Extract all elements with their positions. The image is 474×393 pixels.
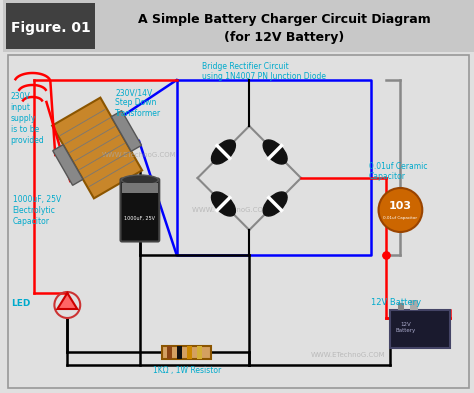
Bar — [197, 346, 201, 359]
Text: Figure. 01: Figure. 01 — [10, 21, 90, 35]
FancyBboxPatch shape — [6, 3, 95, 49]
Text: 1KΩ , 1W Resistor: 1KΩ , 1W Resistor — [153, 366, 221, 375]
Text: 103: 103 — [389, 201, 412, 211]
Text: 0.01uf Capacitor: 0.01uf Capacitor — [383, 216, 418, 220]
Ellipse shape — [263, 140, 287, 164]
FancyBboxPatch shape — [162, 346, 211, 359]
Text: 230V/14V
Step Down
Transformer: 230V/14V Step Down Transformer — [115, 88, 161, 118]
Polygon shape — [52, 97, 142, 198]
Polygon shape — [57, 293, 77, 309]
Text: 230V
input
supply
is to be
provided: 230V input supply is to be provided — [10, 92, 45, 145]
Ellipse shape — [121, 175, 158, 185]
Bar — [187, 346, 191, 359]
Text: Bridge Rectifier Circuit
using 1N4007 PN Junction Diode: Bridge Rectifier Circuit using 1N4007 PN… — [201, 62, 326, 81]
Text: WWW.ETechnoG.COM: WWW.ETechnoG.COM — [102, 152, 177, 158]
Text: 1000uF, 25V
Electrolytic
Capacitor: 1000uF, 25V Electrolytic Capacitor — [13, 195, 61, 226]
Bar — [167, 346, 172, 359]
Text: 12V
Battery: 12V Battery — [395, 322, 416, 333]
Text: LED: LED — [10, 299, 30, 307]
FancyBboxPatch shape — [120, 178, 159, 242]
FancyBboxPatch shape — [391, 310, 450, 348]
Bar — [410, 300, 419, 310]
Text: WWW.ETechnoG.COM: WWW.ETechnoG.COM — [311, 352, 385, 358]
Text: WWW. ETechnoG.COM: WWW. ETechnoG.COM — [191, 207, 268, 213]
Text: 0.01uf Ceramic
Capacitor: 0.01uf Ceramic Capacitor — [369, 162, 427, 182]
Ellipse shape — [211, 192, 236, 216]
Bar — [399, 303, 404, 310]
FancyBboxPatch shape — [3, 0, 474, 52]
Polygon shape — [53, 145, 83, 185]
Bar — [122, 183, 158, 193]
Text: 12V Battery: 12V Battery — [371, 298, 421, 307]
Text: A Simple Battery Charger Circuit Diagram: A Simple Battery Charger Circuit Diagram — [138, 13, 430, 26]
Ellipse shape — [263, 192, 287, 216]
Polygon shape — [111, 111, 142, 151]
Ellipse shape — [211, 140, 236, 164]
Circle shape — [379, 188, 422, 232]
Bar — [177, 346, 182, 359]
Text: 1000uF, 25V: 1000uF, 25V — [124, 215, 155, 220]
Text: (for 12V Battery): (for 12V Battery) — [224, 31, 344, 44]
FancyBboxPatch shape — [8, 55, 469, 388]
